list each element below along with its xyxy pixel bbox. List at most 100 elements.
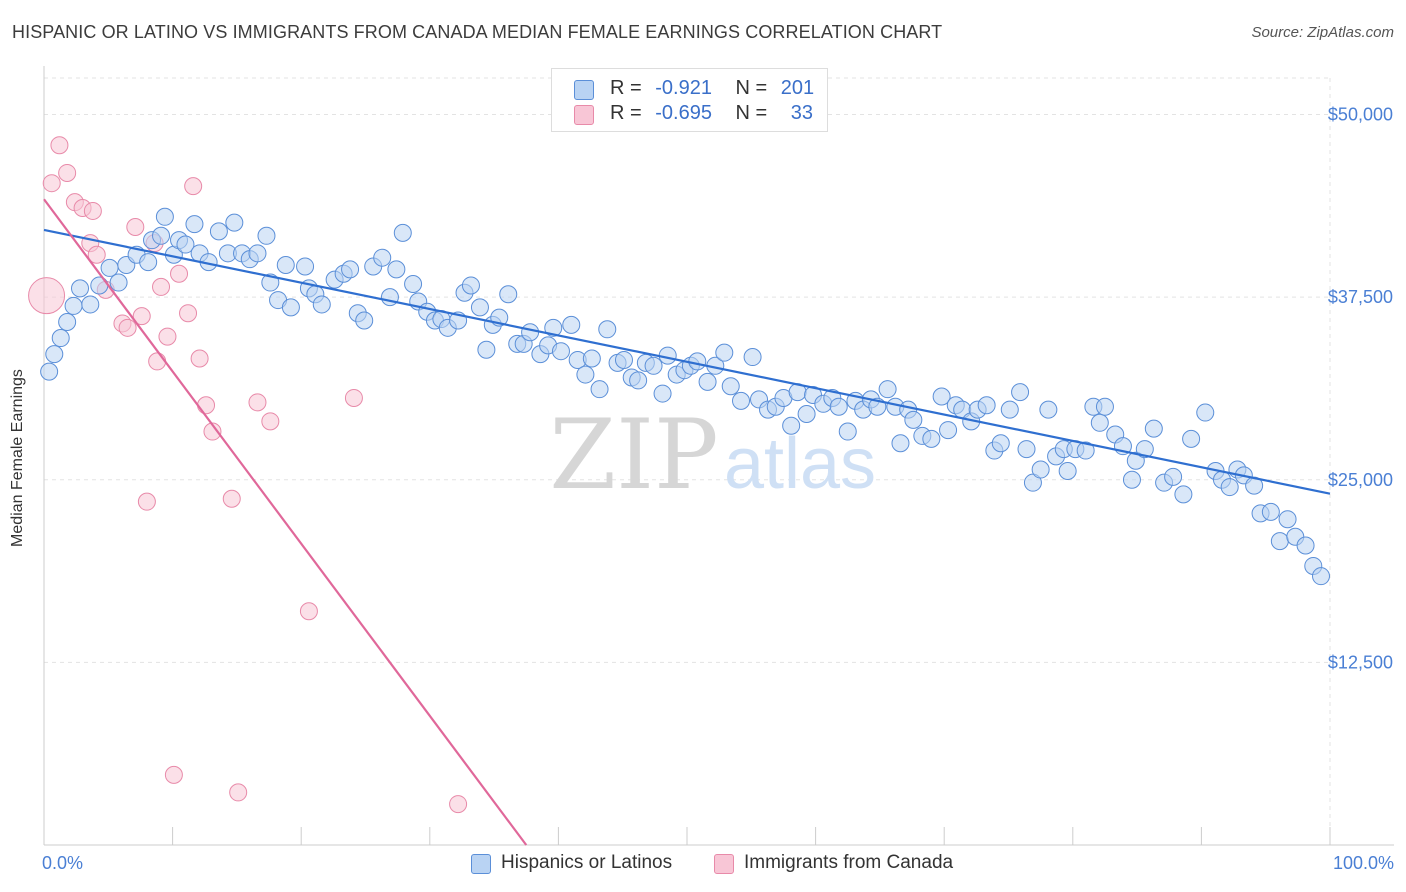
data-point <box>629 371 648 390</box>
data-point <box>1031 460 1050 479</box>
data-point <box>155 207 174 226</box>
data-point <box>576 365 595 384</box>
data-point <box>81 295 100 314</box>
data-point <box>891 434 910 453</box>
data-point <box>1122 470 1141 489</box>
n-value: 201 <box>780 77 815 99</box>
data-point <box>40 362 59 381</box>
data-point <box>344 388 363 407</box>
data-point <box>179 304 198 323</box>
data-point <box>58 163 77 182</box>
data-point <box>1000 400 1019 419</box>
data-point <box>991 434 1010 453</box>
data-point <box>1023 473 1042 492</box>
data-point <box>50 136 69 155</box>
data-point <box>1144 419 1163 438</box>
data-point <box>1220 478 1239 497</box>
data-point <box>118 318 137 337</box>
data-point <box>688 352 707 371</box>
y-tick-labels: $12,500 $25,000 $37,500 $50,000 <box>1328 105 1393 673</box>
data-point <box>83 201 102 220</box>
r-label: R = <box>610 77 642 99</box>
data-point <box>58 312 77 331</box>
r-value: -0.695 <box>655 102 712 124</box>
data-point <box>1196 403 1215 422</box>
data-point <box>296 257 315 276</box>
data-point <box>838 422 857 441</box>
data-point <box>126 218 145 237</box>
data-point <box>499 285 518 304</box>
data-point <box>904 410 923 429</box>
data-point <box>582 349 601 368</box>
data-point <box>1058 461 1077 480</box>
data-point <box>71 279 90 298</box>
data-point <box>225 213 244 232</box>
pink-swatch <box>714 854 734 874</box>
data-point <box>1011 383 1030 402</box>
trend-line-hispanics <box>43 228 1331 495</box>
series-legend: Hispanics or Latinos Immigrants from Can… <box>0 852 1406 878</box>
data-point <box>461 276 480 295</box>
data-point <box>100 258 119 277</box>
n-value: 33 <box>790 102 814 124</box>
data-point <box>164 765 183 784</box>
r-label: R = <box>610 102 642 124</box>
trend-lines <box>43 198 1331 846</box>
data-point <box>732 391 751 410</box>
data-point <box>87 245 106 264</box>
data-point <box>176 235 195 254</box>
n-label: N = <box>735 102 768 124</box>
data-point <box>51 329 70 348</box>
data-point <box>644 356 663 375</box>
data-point <box>229 783 248 802</box>
data-point <box>137 492 156 511</box>
data-point <box>42 174 61 193</box>
series-hispanics-or-latinos <box>40 207 1330 586</box>
y-tick-label: $37,500 <box>1328 287 1393 307</box>
chart-title: HISPANIC OR LATINO VS IMMIGRANTS FROM CA… <box>12 22 943 42</box>
data-point <box>209 222 228 241</box>
watermark: ZIP atlas <box>549 399 876 511</box>
data-point <box>197 396 216 415</box>
blue-swatch <box>471 854 491 874</box>
data-point <box>132 307 151 326</box>
source-credit: Source: ZipAtlas.com <box>1251 24 1394 41</box>
data-point <box>551 342 570 361</box>
x-tick-label: 0.0% <box>42 853 83 873</box>
data-point <box>590 380 609 399</box>
data-point <box>977 396 996 415</box>
legend-label: Hispanics or Latinos <box>501 852 673 873</box>
data-point <box>152 277 171 296</box>
data-point <box>222 489 241 508</box>
axes <box>43 66 1394 846</box>
data-point <box>932 387 951 406</box>
data-point <box>521 323 540 342</box>
data-point <box>721 377 740 396</box>
data-point <box>109 273 128 292</box>
data-point <box>190 349 209 368</box>
data-point <box>185 215 204 234</box>
data-point <box>312 295 331 314</box>
data-point <box>248 244 267 263</box>
y-tick-label: $25,000 <box>1328 470 1393 490</box>
data-point <box>470 298 489 317</box>
y-tick-label: $50,000 <box>1328 105 1393 125</box>
data-point <box>1164 467 1183 486</box>
data-point <box>1076 441 1095 460</box>
data-point <box>276 256 295 275</box>
data-point <box>341 260 360 279</box>
series-immigrants-from-canada <box>28 136 468 814</box>
stats-legend: R = -0.921 N = 201 R = -0.695 N = 33 <box>551 68 828 132</box>
n-label: N = <box>735 77 768 99</box>
data-point <box>1311 567 1330 586</box>
data-point <box>152 226 171 245</box>
data-point <box>922 429 941 448</box>
data-point <box>544 318 563 337</box>
data-point <box>878 380 897 399</box>
data-point <box>449 795 468 814</box>
data-point <box>782 416 801 435</box>
data-point <box>1261 502 1280 521</box>
data-point <box>28 277 66 315</box>
data-point <box>743 348 762 367</box>
